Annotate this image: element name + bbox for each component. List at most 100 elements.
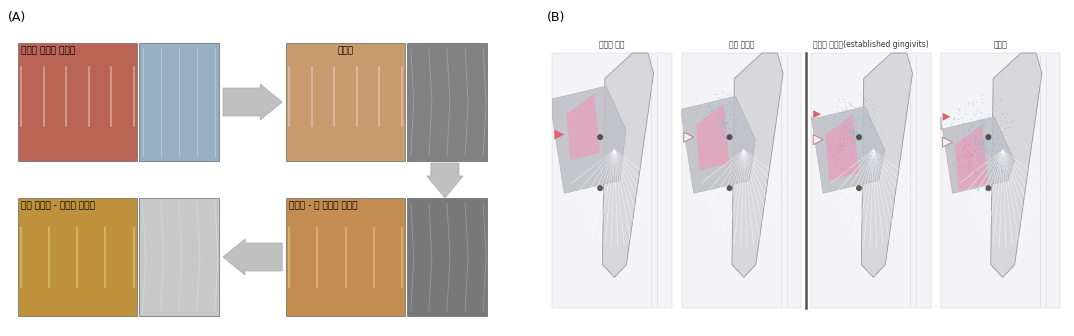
Point <box>975 149 992 154</box>
Point <box>698 136 715 141</box>
Circle shape <box>986 185 991 191</box>
Point <box>940 142 957 148</box>
Point <box>949 143 967 149</box>
Point <box>701 120 719 125</box>
Point <box>853 129 870 135</box>
Text: (B): (B) <box>548 11 566 24</box>
Point <box>727 114 744 120</box>
Point <box>846 139 863 144</box>
Point <box>973 151 990 156</box>
Point <box>838 142 855 148</box>
Polygon shape <box>603 53 654 278</box>
Point <box>852 122 869 128</box>
Point <box>964 123 982 128</box>
Point <box>989 183 1006 188</box>
Point <box>950 154 968 160</box>
Point <box>976 141 993 146</box>
Bar <box>682 53 801 308</box>
Point <box>989 134 1006 139</box>
Point <box>702 107 720 112</box>
Point <box>983 149 1000 154</box>
Point <box>848 128 866 133</box>
Point <box>845 104 862 110</box>
Point <box>971 137 988 143</box>
Point <box>705 145 722 151</box>
Point <box>699 109 716 115</box>
Polygon shape <box>684 132 694 142</box>
Point <box>823 142 840 148</box>
Point <box>992 152 1010 157</box>
Point <box>944 116 961 122</box>
Point <box>966 147 983 152</box>
Point <box>823 152 840 158</box>
Point <box>842 154 859 159</box>
Point <box>955 157 972 162</box>
Point <box>990 147 1007 152</box>
Polygon shape <box>731 53 783 278</box>
Point <box>731 106 749 111</box>
Point <box>837 144 854 149</box>
Point <box>872 125 889 130</box>
Point <box>953 153 970 159</box>
Point <box>838 125 855 130</box>
Point <box>957 153 974 159</box>
Point <box>862 154 880 159</box>
Point <box>976 141 993 146</box>
Point <box>828 150 845 155</box>
Point <box>715 119 732 124</box>
Point <box>830 161 847 166</box>
Point <box>837 146 854 151</box>
Point <box>848 133 866 138</box>
Point <box>973 145 990 151</box>
Point <box>960 166 977 171</box>
Text: 심한 치주염 - 치아가 흔들림: 심한 치주염 - 치아가 흔들림 <box>21 201 95 210</box>
Point <box>961 160 978 165</box>
Point <box>713 89 730 94</box>
Point <box>842 101 859 107</box>
Point <box>979 141 997 146</box>
Point <box>858 152 875 158</box>
Point <box>970 159 987 164</box>
Point <box>976 145 993 151</box>
Point <box>843 115 860 121</box>
Point <box>966 160 983 165</box>
Point <box>837 107 854 112</box>
Point <box>974 138 991 143</box>
Point <box>822 128 839 133</box>
Point <box>710 102 727 107</box>
Point <box>1002 119 1019 125</box>
Point <box>844 131 861 136</box>
Point <box>964 128 982 133</box>
Point <box>706 125 723 130</box>
Point <box>839 122 856 127</box>
Point <box>712 104 729 110</box>
Point <box>969 186 986 192</box>
Point <box>732 129 750 134</box>
Point <box>861 131 879 137</box>
Point <box>824 149 841 154</box>
Point <box>954 162 971 167</box>
Point <box>968 166 985 172</box>
Point <box>968 98 985 103</box>
Point <box>841 151 858 156</box>
Point <box>832 142 850 148</box>
Bar <box>552 53 672 308</box>
Point <box>844 138 861 144</box>
Point <box>845 135 862 140</box>
Point <box>725 119 742 124</box>
Point <box>844 137 861 142</box>
Point <box>842 140 859 146</box>
Point <box>963 166 981 171</box>
Point <box>948 116 966 121</box>
Point <box>946 145 963 151</box>
Point <box>959 127 976 132</box>
Point <box>984 135 1001 141</box>
Polygon shape <box>943 113 950 121</box>
Point <box>863 107 881 112</box>
Point <box>838 167 855 173</box>
Point <box>966 118 983 123</box>
Point <box>827 148 844 153</box>
Point <box>836 121 853 126</box>
Point <box>1001 145 1018 151</box>
Point <box>974 139 991 144</box>
